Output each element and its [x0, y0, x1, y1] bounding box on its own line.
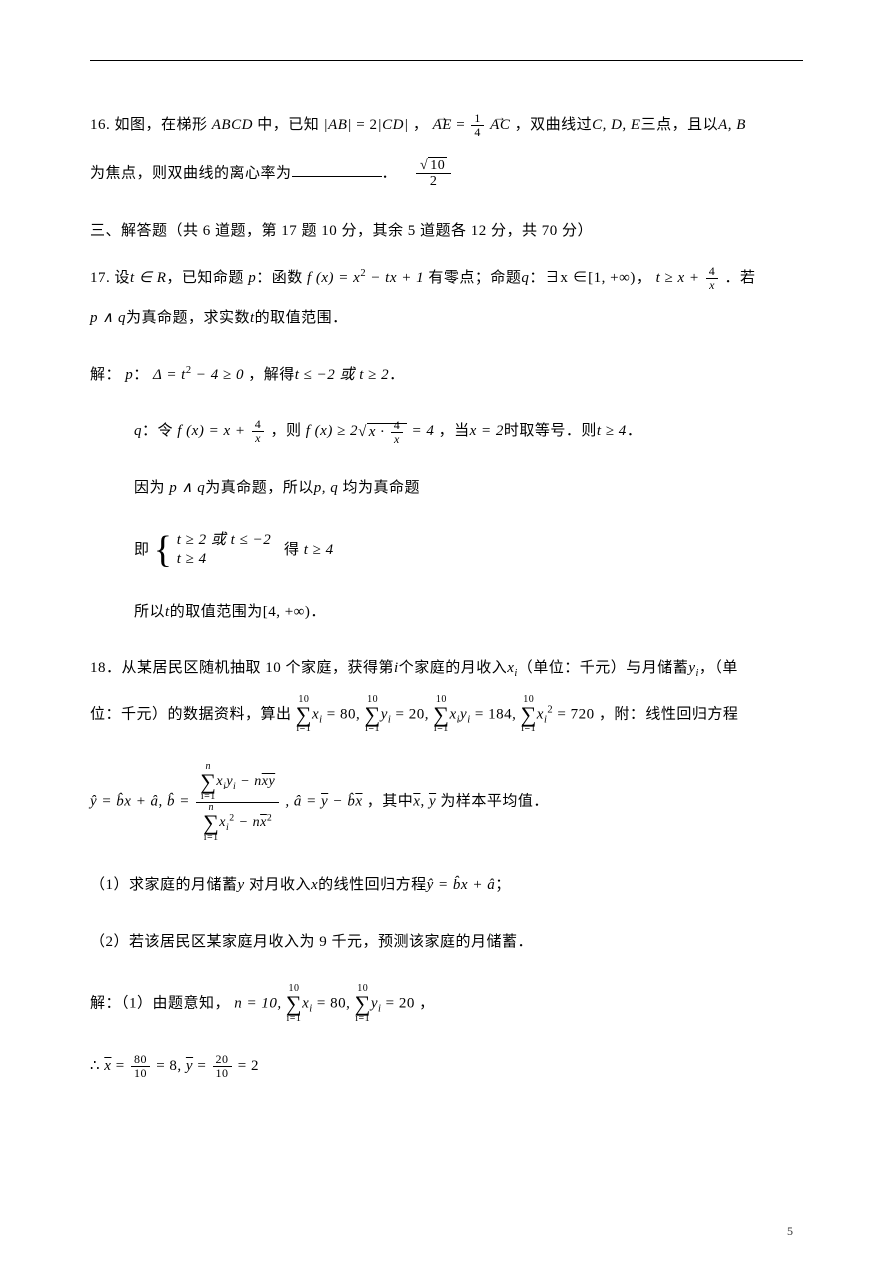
q16-line2: 为焦点，则双曲线的离心率为． 102 — [90, 158, 803, 190]
q17-sol-q: q：令 f (x) = x + 4x ，则 f (x) ≥ 2x · 4x = … — [90, 417, 803, 446]
q18-regression-formula: ŷ = b̂x + â, b̂ = n∑i=1xiyi − nxy n∑i=1x… — [90, 762, 803, 843]
q17-sol-p: 解： p： Δ = t2 − 4 ≥ 0 ，解得t ≤ −2 或 t ≥ 2． — [90, 361, 803, 390]
section-3-header: 三、解答题（共 6 道题，第 17 题 10 分，其余 5 道题各 12 分，共… — [90, 217, 803, 246]
q18-sol-a: 解：（1）由题意知， n = 10, 10∑i=1xi = 80, 10∑i=1… — [90, 984, 803, 1024]
q18-line2: 位：千元）的数据资料，算出 10∑i=1xi = 80, 10∑i=1yi = … — [90, 695, 803, 735]
q18-part1: （1）求家庭的月储蓄y 对月收入x的线性回归方程ŷ = b̂x + â； — [90, 871, 803, 900]
q17-line1: 17. 设t ∈ R，已知命题 p：函数 f (x) = x2 − tx + 1… — [90, 264, 803, 293]
q16-line1: 16. 如图，在梯形 ABCD 中，已知 |AB| = 2|CD| ， AE =… — [90, 111, 803, 140]
q18-part2: （2）若该居民区某家庭月收入为 9 千元，预测该家庭的月储蓄． — [90, 928, 803, 957]
q17-sol-s: 即 { t ≥ 2 或 t ≤ −2 t ≥ 4 得 t ≥ 4 — [90, 531, 803, 570]
q18-sol-b: ∴ x = 8010 = 8, y = 2010 = 2 — [90, 1052, 803, 1081]
q17-sol-r: 因为 p ∧ q为真命题，所以p, q 均为真命题 — [90, 474, 803, 503]
q18-line1: 18．从某居民区随机抽取 10 个家庭，获得第i个家庭的月收入xi（单位：千元）… — [90, 654, 803, 683]
top-rule — [90, 60, 803, 61]
q17-line2: p ∧ q为真命题，求实数t的取值范围． — [90, 304, 803, 333]
page: 16. 如图，在梯形 ABCD 中，已知 |AB| = 2|CD| ， AE =… — [0, 0, 893, 1263]
answer-blank — [292, 161, 382, 177]
page-number: 5 — [787, 1224, 793, 1239]
q17-sol-t: 所以t的取值范围为[4, +∞)． — [90, 598, 803, 627]
